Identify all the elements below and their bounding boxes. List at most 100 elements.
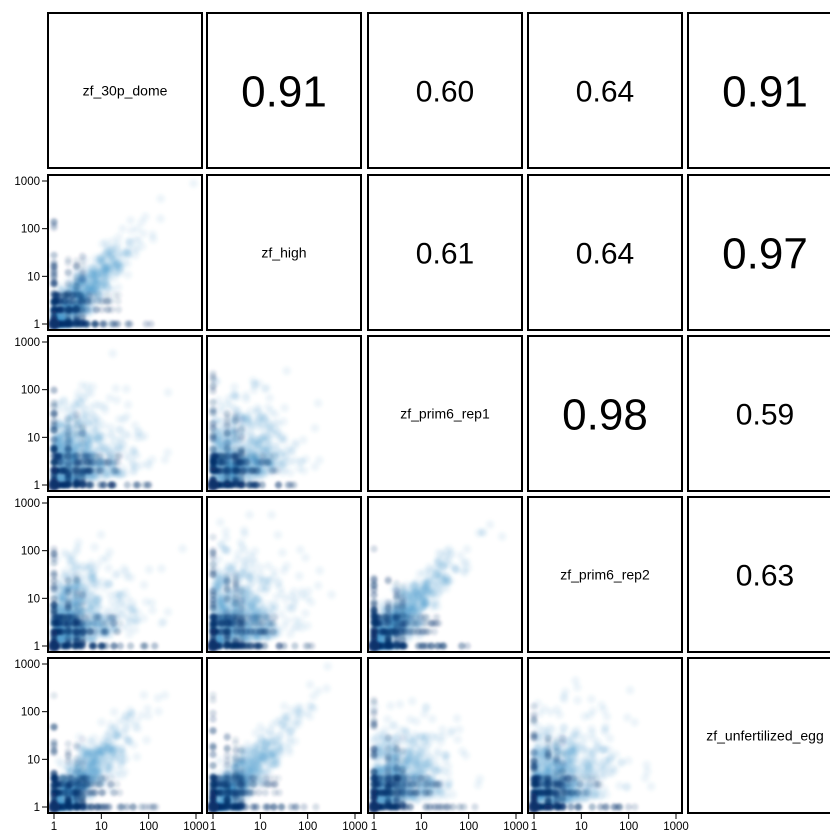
band-point <box>232 460 240 468</box>
band-point <box>55 306 64 314</box>
panel-zf_30p_dome-vs-zf_prim6_rep1: 0.60 <box>367 12 523 169</box>
scatter-point <box>296 545 305 554</box>
scatter-point <box>96 530 106 539</box>
band-point <box>209 533 217 541</box>
scatter-point <box>92 602 102 611</box>
band-point <box>78 602 87 610</box>
band-point <box>286 481 295 489</box>
band-point <box>237 427 246 435</box>
scatter-point <box>147 598 157 607</box>
band-point <box>209 596 217 604</box>
band-point <box>259 458 267 466</box>
scatter-point <box>101 238 111 247</box>
band-point <box>126 320 134 328</box>
band-point <box>64 308 72 316</box>
scatter-point <box>264 419 274 428</box>
band-point <box>271 613 279 621</box>
band-point <box>209 604 217 612</box>
band-point <box>253 467 261 475</box>
band-point <box>64 415 72 423</box>
scatter-point <box>301 609 310 618</box>
band-point <box>265 619 273 627</box>
band-point <box>223 417 231 425</box>
band-point <box>245 481 253 489</box>
scatter-point <box>108 597 117 606</box>
band-point <box>142 642 150 650</box>
band-point <box>88 642 96 650</box>
band-point <box>86 628 94 636</box>
band-point <box>237 639 246 648</box>
band-point <box>116 642 124 650</box>
scatter-point <box>76 566 85 575</box>
scatter-point <box>130 466 139 475</box>
band-point <box>64 634 72 642</box>
band-point <box>58 320 66 328</box>
band-point <box>64 480 72 488</box>
scatter-point <box>130 421 140 430</box>
scatter-point <box>91 426 100 436</box>
band-point <box>64 613 72 621</box>
scatter-point <box>233 392 242 401</box>
correlation-value: 0.98 <box>562 390 648 439</box>
band-point <box>223 481 231 489</box>
scatter-point <box>99 432 108 441</box>
band-point <box>103 291 111 299</box>
band-point <box>90 619 98 627</box>
scatter-point <box>55 420 65 429</box>
band-point <box>232 434 240 442</box>
scatter-point <box>216 518 225 527</box>
scatter-point <box>90 264 99 274</box>
scatter-point <box>434 589 443 598</box>
scatter-point <box>286 468 295 477</box>
scatter-point <box>245 589 254 598</box>
band-point <box>78 278 87 286</box>
band-point <box>223 468 231 477</box>
band-point <box>73 593 81 601</box>
scatter-point <box>90 592 100 602</box>
band-point <box>232 451 240 459</box>
band-point <box>273 467 281 475</box>
band-point <box>209 612 217 621</box>
scatter-point <box>303 621 312 630</box>
band-point <box>147 320 155 328</box>
band-point <box>73 629 81 637</box>
band-point <box>94 291 102 299</box>
variable-label: zf_prim6_rep1 <box>400 406 490 422</box>
scatter-point <box>227 563 236 572</box>
band-point <box>251 452 259 460</box>
band-point <box>50 610 58 618</box>
scatter-point <box>113 283 123 292</box>
scatter-point <box>136 461 145 470</box>
variable-label: zf_30p_dome <box>83 83 168 99</box>
scatter-point <box>122 412 131 421</box>
band-point <box>78 642 87 650</box>
band-point <box>50 577 58 585</box>
band-point <box>73 462 81 470</box>
scatter-point <box>222 533 231 542</box>
scatter-point <box>264 561 273 571</box>
band-point <box>50 436 58 444</box>
band-point <box>232 608 240 616</box>
scatter-point <box>276 584 285 593</box>
scatter-point <box>119 257 128 267</box>
band-point <box>73 480 81 488</box>
scatter-point <box>262 583 271 592</box>
band-point <box>291 642 299 650</box>
scatter-point <box>132 433 142 442</box>
scatter-point <box>299 466 309 475</box>
band-point <box>141 481 149 489</box>
scatter-point <box>157 619 166 628</box>
band-point <box>123 481 131 489</box>
scatter-point <box>178 544 187 553</box>
band-point <box>250 628 258 636</box>
scatter-point <box>279 459 288 468</box>
scatter-point <box>144 461 153 470</box>
band-point <box>50 595 58 603</box>
band-point <box>215 628 223 636</box>
band-point <box>251 642 259 650</box>
band-point <box>73 422 81 430</box>
scatter-point <box>270 572 279 581</box>
scatter-point <box>415 569 424 579</box>
scatter-point <box>91 400 101 409</box>
band-point <box>96 452 104 460</box>
